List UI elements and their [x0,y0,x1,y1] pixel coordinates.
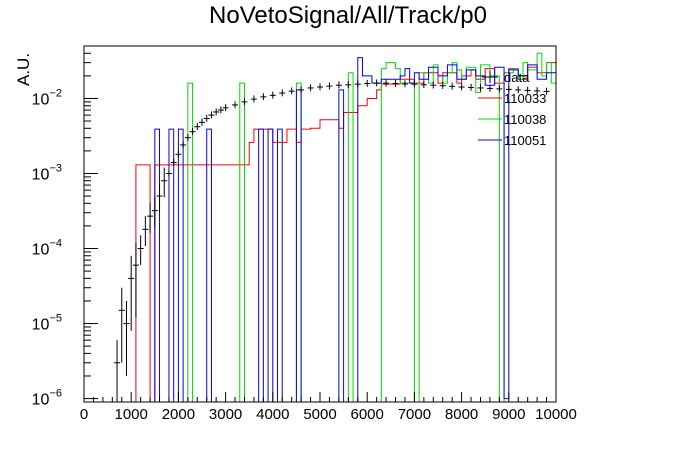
data-point [142,216,149,246]
x-tick-label: 10000 [535,406,577,423]
x-tick-label: 5000 [303,406,336,423]
legend-entry: 110033 [478,91,546,106]
x-tick-label: 9000 [492,406,525,423]
data-point [208,111,215,119]
data-point [411,80,418,88]
y-tick-label: 10−6 [32,388,62,409]
data-point [156,182,163,213]
legend-label: 110033 [504,91,546,106]
x-tick-label: 1000 [115,406,148,423]
data-point [468,83,475,91]
data-point [430,81,437,89]
data-point [496,85,503,93]
data-point [194,123,201,131]
data-point [317,83,323,91]
data-point [128,255,135,331]
x-tick-label: 8000 [445,406,478,423]
data-point [449,82,456,90]
x-tick-label: 4000 [256,406,289,423]
data-point [543,87,550,95]
data-point [217,106,224,114]
y-tick-label: 10−2 [32,87,62,108]
data-point [269,91,276,99]
data-point [161,167,168,198]
x-tick-label: 2000 [162,406,195,423]
data-point [123,300,130,376]
data-point [515,86,522,94]
data-point [524,86,531,94]
data-point [383,79,390,87]
data-point [458,83,465,91]
data-point [354,80,361,88]
series-data [114,79,550,402]
series-110051 [84,57,556,403]
data-point [203,114,210,122]
data-point [335,81,342,89]
data-point [118,287,125,363]
data-point [486,84,493,92]
legend-label: data [504,70,530,85]
data-point [307,84,314,92]
data-point [114,340,121,402]
data-point [279,89,286,97]
chart-title: NoVetoSignal/All/Track/p0 [209,2,487,29]
data-point [184,133,191,141]
x-tick-label: 0 [80,406,88,423]
data-point [222,104,229,112]
y-tick-label: 10−4 [32,238,62,259]
data-point [392,79,399,87]
data-point [420,81,427,89]
data-point [132,242,139,318]
y-tick-label: 10−3 [32,162,62,183]
data-point [260,93,267,101]
data-point [534,87,541,95]
data-point [241,98,248,106]
legend-label: 110038 [504,112,546,127]
data-point [439,81,446,89]
data-point [250,95,257,103]
legend-entry: 110051 [478,133,546,148]
data-point [175,150,182,158]
data-point [189,128,196,136]
data-point [151,197,158,228]
data-point [477,84,484,92]
data-point [505,85,512,93]
data-point [364,79,371,87]
data-point [137,235,144,266]
data-point [373,79,380,87]
data-point [345,81,352,89]
data-point [147,202,154,233]
data-point [298,86,305,94]
x-tick-label: 3000 [209,406,242,423]
data-point [165,169,172,177]
x-tick-label: 6000 [351,406,384,423]
y-tick-label: 10−5 [32,313,62,334]
legend-label: 110051 [504,133,546,148]
data-point [170,158,177,166]
step-line-110051 [84,57,556,403]
legend-entry: 110038 [478,112,546,127]
data-point [180,141,187,149]
data-point [401,80,408,88]
data-point [232,101,239,109]
data-point [326,82,333,90]
legend-entry: data [482,70,530,85]
data-point [199,118,205,126]
data-point [288,87,295,95]
x-tick-label: 7000 [398,406,431,423]
data-point [213,108,220,116]
